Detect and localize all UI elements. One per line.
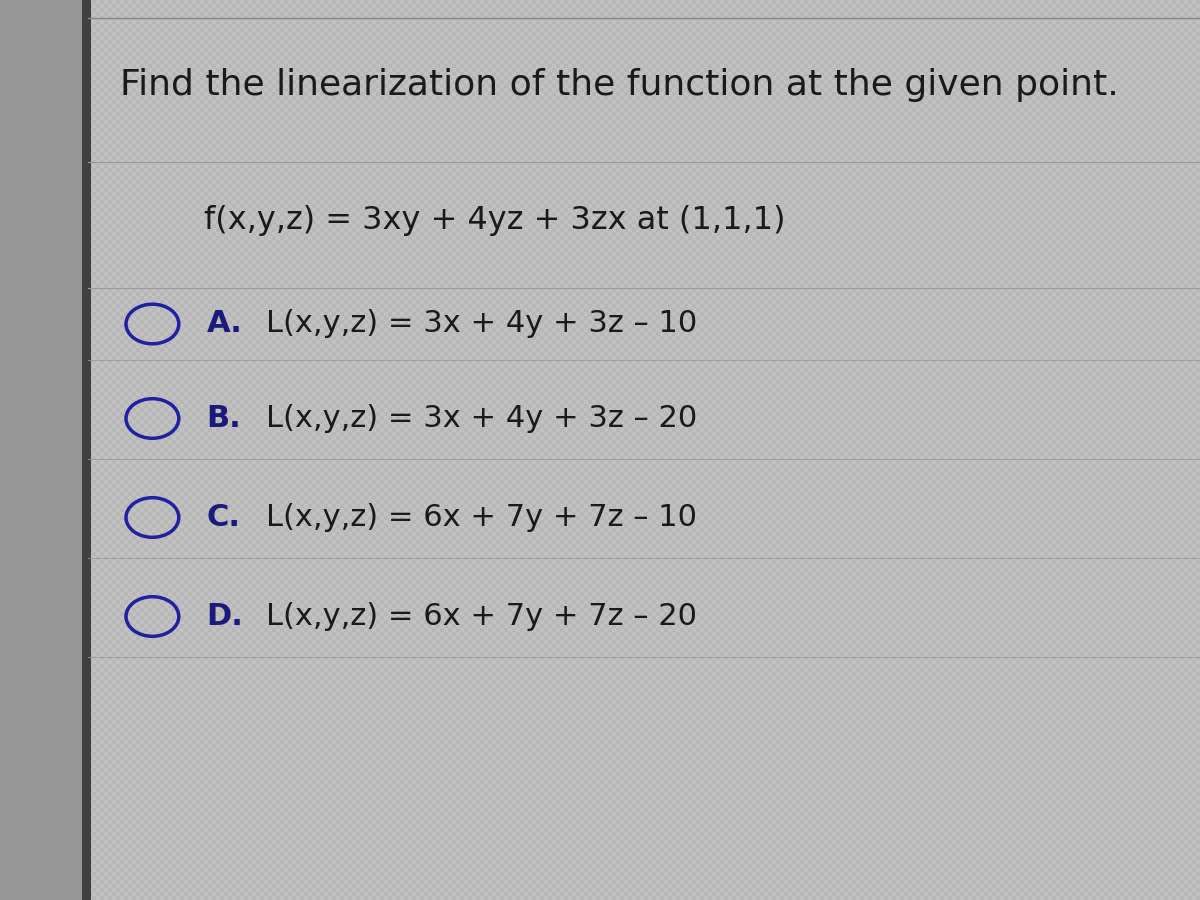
Text: L(x,y,z) = 3x + 4y + 3z – 20: L(x,y,z) = 3x + 4y + 3z – 20: [266, 404, 697, 433]
Text: L(x,y,z) = 6x + 7y + 7z – 20: L(x,y,z) = 6x + 7y + 7z – 20: [266, 602, 697, 631]
Text: L(x,y,z) = 6x + 7y + 7z – 10: L(x,y,z) = 6x + 7y + 7z – 10: [266, 503, 697, 532]
Text: B.: B.: [206, 404, 241, 433]
Text: D.: D.: [206, 602, 244, 631]
Text: C.: C.: [206, 503, 240, 532]
Bar: [0, 0, 88, 900]
Text: Find the linearization of the function at the given point.: Find the linearization of the function a…: [120, 68, 1118, 103]
Text: A.: A.: [206, 310, 242, 338]
Text: L(x,y,z) = 3x + 4y + 3z – 10: L(x,y,z) = 3x + 4y + 3z – 10: [266, 310, 697, 338]
Text: f(x,y,z) = 3xy + 4yz + 3zx at (1,1,1): f(x,y,z) = 3xy + 4yz + 3zx at (1,1,1): [204, 205, 786, 236]
Bar: [82, 0, 91, 900]
